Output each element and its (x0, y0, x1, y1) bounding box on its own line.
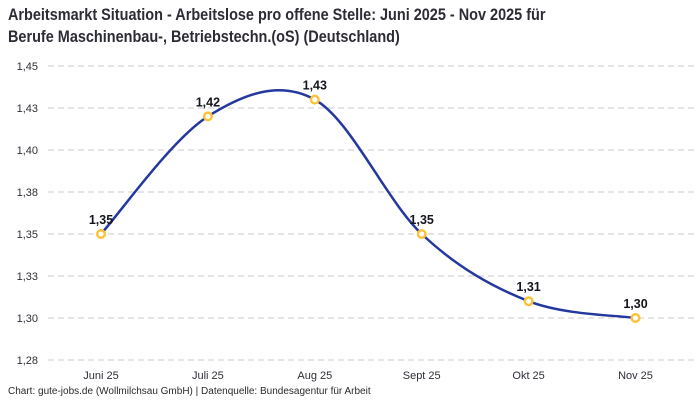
y-tick-label: 1,28 (17, 355, 38, 367)
data-point-marker (95, 228, 106, 239)
data-point-marker (309, 94, 320, 105)
x-tick-label: Nov 25 (618, 370, 653, 382)
x-tick-label: Okt 25 (512, 370, 544, 382)
y-tick-label: 1,40 (17, 145, 38, 157)
chart-title: Arbeitsmarkt Situation - Arbeitslose pro… (8, 4, 545, 47)
data-point-label: 1,31 (516, 280, 540, 294)
chart-title-line1: Arbeitsmarkt Situation - Arbeitslose pro… (8, 5, 546, 24)
data-point-marker (202, 111, 213, 122)
y-tick-label: 1,43 (17, 103, 38, 115)
y-tick-label: 1,33 (17, 271, 38, 283)
data-point-label: 1,35 (89, 213, 113, 227)
x-tick-label: Sept 25 (403, 370, 441, 382)
y-tick-label: 1,38 (17, 187, 38, 199)
data-point-label: 1,30 (623, 297, 647, 311)
x-tick-label: Aug 25 (297, 370, 332, 382)
line-series (99, 89, 637, 320)
data-point-label: 1,35 (410, 213, 434, 227)
y-tick-label: 1,30 (17, 313, 38, 325)
chart-credit: Chart: gute-jobs.de (Wollmilchsau GmbH) … (8, 386, 371, 397)
data-point-marker (630, 313, 641, 324)
data-point-marker (416, 228, 427, 239)
y-tick-label: 1,35 (17, 229, 38, 241)
y-tick-label: 1,45 (17, 61, 38, 73)
data-point-marker (523, 296, 534, 307)
chart-title-line2: Berufe Maschinenbau-, Betriebstechn.(oS)… (8, 26, 400, 46)
data-point-label: 1,43 (303, 79, 327, 93)
x-tick-label: Juni 25 (83, 370, 118, 382)
data-point-label: 1,42 (196, 95, 220, 109)
x-tick-label: Juli 25 (192, 370, 224, 382)
